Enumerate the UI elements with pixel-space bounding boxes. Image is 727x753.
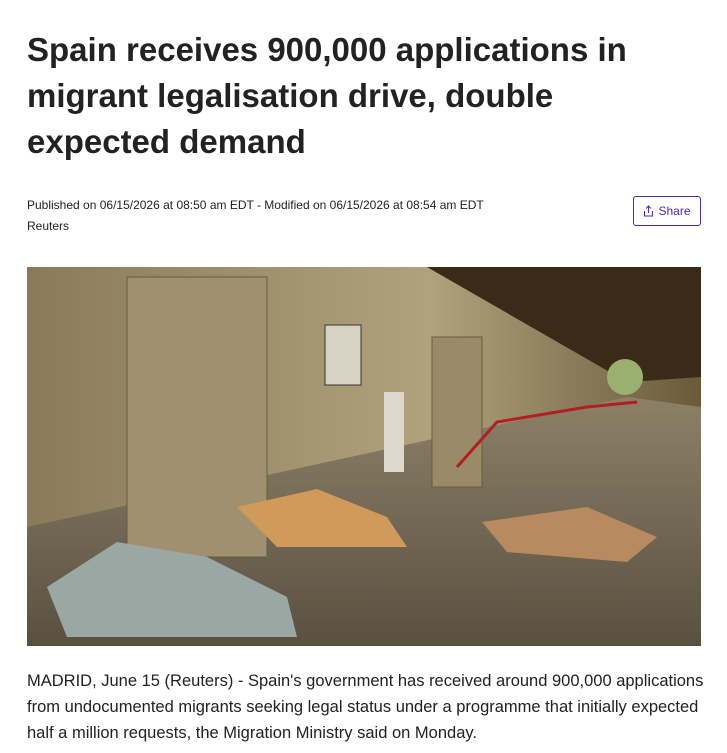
publish-info: Published on 06/15/2026 at 08:50 am EDT … — [27, 198, 484, 212]
share-button[interactable]: Share — [633, 196, 701, 226]
headline: Spain receives 900,000 applications in m… — [27, 31, 627, 160]
source: Reuters — [27, 219, 70, 233]
article-text: MADRID, June 15 (Reuters) - Spain's gove… — [27, 672, 704, 742]
share-label[interactable]: Share — [658, 204, 691, 218]
article-photo — [27, 267, 701, 646]
share-icon — [644, 205, 654, 217]
